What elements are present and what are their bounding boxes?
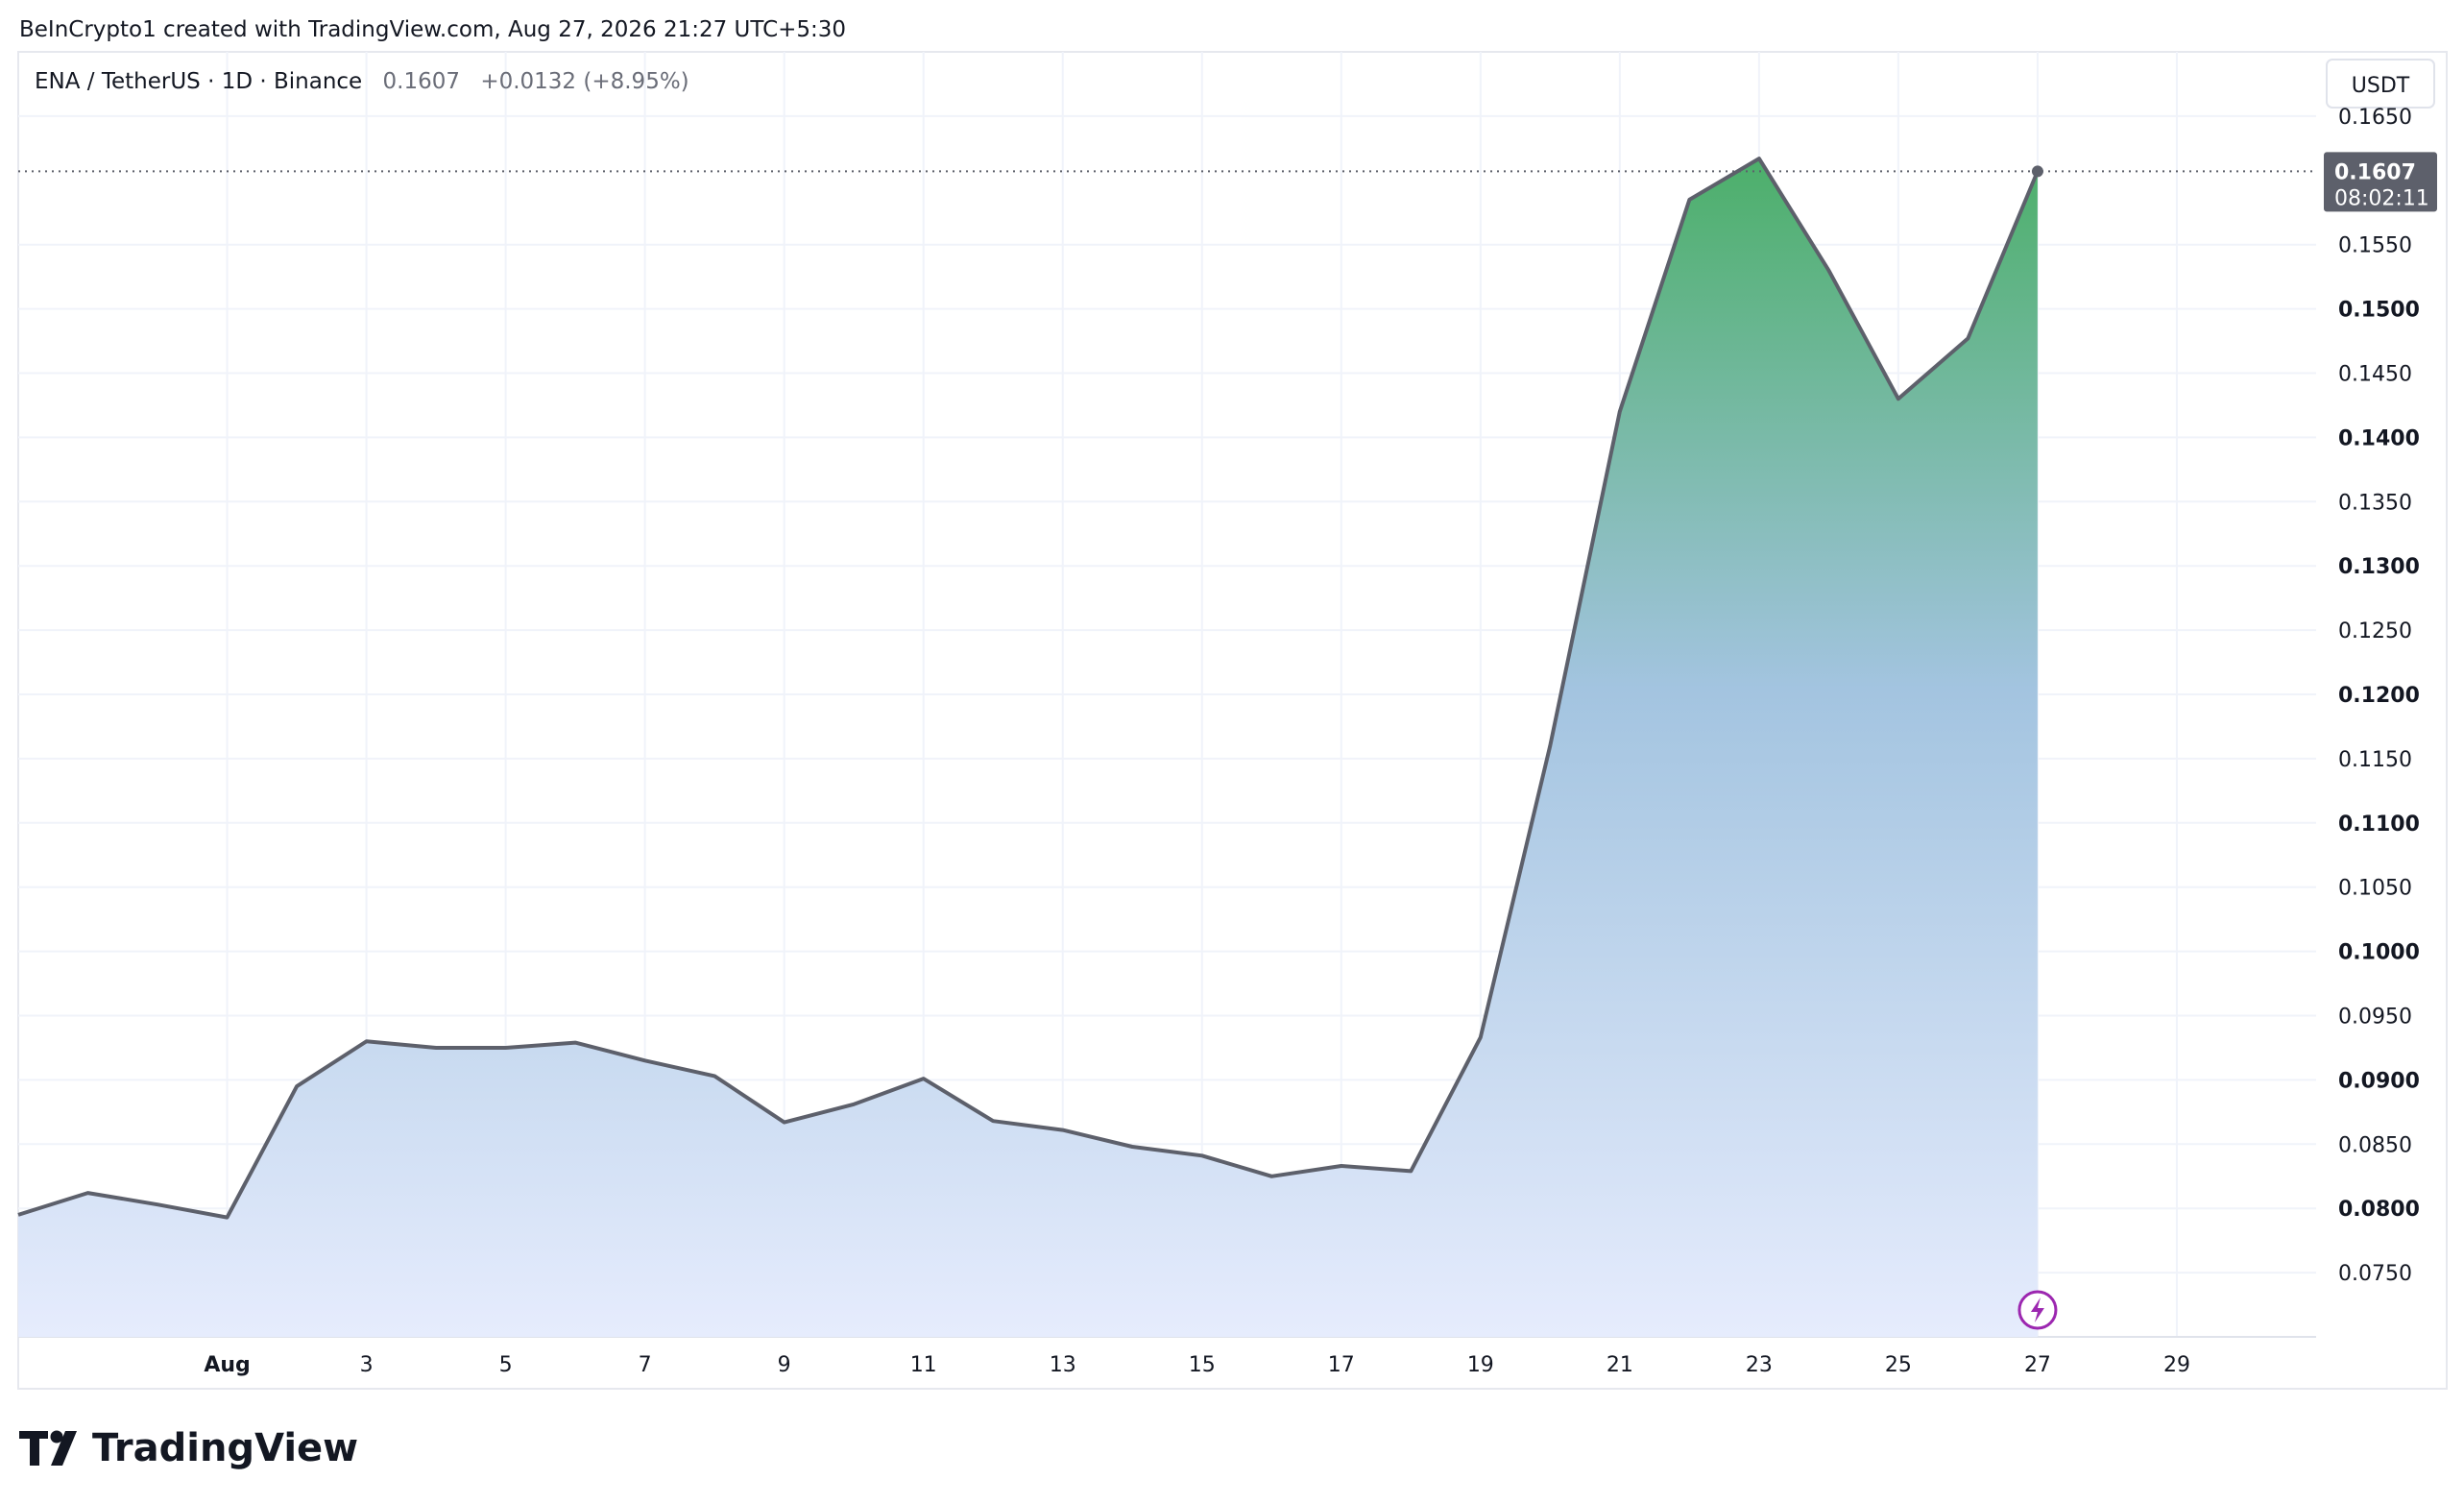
y-tick-label: 0.0950: [2338, 1006, 2412, 1030]
y-tick-label: 0.1300: [2338, 555, 2420, 579]
area-fill: [18, 158, 2038, 1338]
x-tick-label: 5: [499, 1353, 513, 1377]
time-axis[interactable]: Aug 3 5 7 9 11 13 15 17 19 21 23 25 27 29: [204, 1353, 2190, 1377]
y-tick-label: 0.0850: [2338, 1133, 2412, 1157]
x-tick-label: 7: [639, 1353, 652, 1377]
attribution-text: BeInCrypto1 created with TradingView.com…: [19, 17, 846, 42]
chart-frame: [17, 51, 2448, 1390]
y-tick-label: 0.0900: [2338, 1069, 2420, 1093]
last-price-countdown: 08:02:11: [2334, 186, 2429, 210]
last-price-badge: [2324, 152, 2437, 212]
currency-label: USDT: [2352, 74, 2410, 98]
x-tick-label: Aug: [204, 1353, 250, 1377]
currency-badge[interactable]: [2326, 59, 2435, 109]
x-tick-label: 25: [1885, 1353, 1912, 1377]
y-tick-label: 0.0750: [2338, 1262, 2412, 1286]
x-tick-label: 13: [1050, 1353, 1076, 1377]
y-tick-label: 0.1100: [2338, 813, 2420, 837]
y-tick-label: 0.1550: [2338, 234, 2412, 258]
legend-symbol: ENA / TetherUS · 1D · Binance: [35, 69, 362, 94]
x-tick-label: 17: [1328, 1353, 1355, 1377]
y-tick-label: 0.1250: [2338, 619, 2412, 643]
y-tick-label: 0.1400: [2338, 426, 2420, 450]
x-tick-label: 15: [1189, 1353, 1216, 1377]
x-tick-label: 3: [360, 1353, 374, 1377]
x-tick-label: 9: [778, 1353, 791, 1377]
last-price-value: 0.1607: [2334, 160, 2416, 184]
x-tick-label: 23: [1746, 1353, 1773, 1377]
price-line: [17, 157, 2040, 1220]
y-tick-label: 0.1650: [2338, 106, 2412, 130]
x-tick-label: 21: [1606, 1353, 1633, 1377]
tradingview-logo-icon: [19, 1430, 77, 1466]
legend-price: 0.1607: [383, 69, 460, 94]
y-tick-label: 0.1500: [2338, 299, 2420, 323]
legend-change: +0.0132 (+8.95%): [480, 69, 688, 94]
legend-line[interactable]: ENA / TetherUS · 1D · Binance 0.1607 +0.…: [35, 69, 689, 94]
price-axis[interactable]: 0.0750 0.0800 0.0850 0.0900 0.0950 0.1000 0.10…: [2338, 106, 2420, 1286]
footer-brand: TradingView: [92, 1426, 358, 1470]
series-line: [17, 157, 2040, 1220]
price-area: [18, 158, 2038, 1338]
last-price-dot: [2031, 165, 2043, 178]
y-tick-label: 0.1350: [2338, 491, 2412, 515]
y-tick-label: 0.1000: [2338, 941, 2420, 965]
x-tick-label: 19: [1467, 1353, 1494, 1377]
x-tick-label: 29: [2163, 1353, 2190, 1377]
y-tick-label: 0.1200: [2338, 684, 2420, 708]
y-tick-label: 0.1450: [2338, 363, 2412, 387]
lightning-bolt-icon[interactable]: [2017, 1290, 2058, 1330]
y-tick-label: 0.1150: [2338, 748, 2412, 772]
x-tick-label: 11: [910, 1353, 937, 1377]
y-tick-label: 0.1050: [2338, 877, 2412, 901]
x-tick-label: 27: [2024, 1353, 2051, 1377]
y-tick-label: 0.0800: [2338, 1198, 2420, 1222]
